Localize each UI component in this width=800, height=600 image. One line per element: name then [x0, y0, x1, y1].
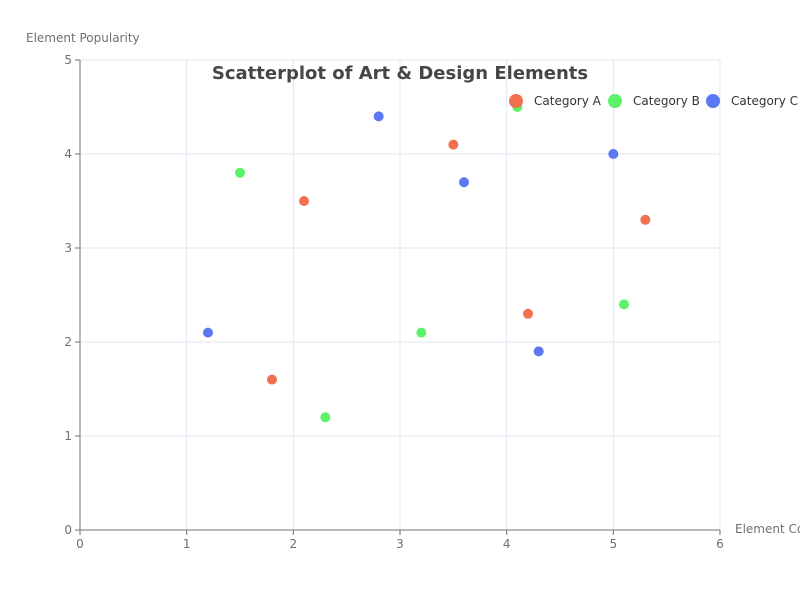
grid: [80, 59, 721, 530]
y-tick-label: 0: [64, 523, 72, 537]
legend-label-series-1[interactable]: Category A: [534, 94, 602, 108]
axes: 0 1 2 3 4 5 6 0 1 2 3 4 5: [64, 53, 723, 551]
y-tick-label: 2: [64, 335, 72, 349]
data-point-series-1[interactable]: [267, 374, 277, 385]
x-tick-label: 1: [183, 537, 191, 551]
data-point-series-1[interactable]: [523, 308, 533, 319]
data-point-series-2[interactable]: [235, 167, 245, 178]
data-point-series-2[interactable]: [416, 327, 427, 338]
data-point-series-1[interactable]: [299, 196, 309, 206]
data-point-series-3[interactable]: [608, 149, 619, 159]
data-point-series-3[interactable]: [459, 177, 469, 188]
legend-marker-series-3[interactable]: [706, 94, 720, 108]
data-points: [203, 102, 651, 423]
data-point-series-2[interactable]: [619, 299, 629, 310]
x-tick-label: 4: [503, 537, 511, 551]
legend-marker-series-2[interactable]: [608, 94, 622, 108]
legend-label-series-3[interactable]: Category C: [731, 94, 798, 108]
y-tick-label: 4: [64, 147, 72, 161]
y-tick-label: 3: [64, 241, 72, 255]
x-axis-label: Element Co: [735, 522, 800, 536]
data-point-series-1[interactable]: [448, 139, 459, 150]
legend-marker-series-1[interactable]: [509, 94, 523, 108]
y-tick-label: 5: [64, 53, 72, 67]
data-point-series-1[interactable]: [640, 214, 651, 225]
data-point-series-2[interactable]: [320, 412, 331, 423]
x-tick-label: 3: [396, 537, 404, 551]
y-tick-label: 1: [64, 429, 72, 443]
x-tick-label: 2: [290, 537, 298, 551]
data-point-series-3[interactable]: [203, 327, 213, 338]
data-point-series-3[interactable]: [533, 346, 544, 357]
data-point-series-3[interactable]: [373, 111, 384, 122]
legend-label-series-2[interactable]: Category B: [633, 94, 700, 108]
chart-title: Scatterplot of Art & Design Elements: [212, 63, 588, 84]
x-tick-label: 0: [76, 537, 84, 551]
legend: Category A Category B Category C: [509, 94, 798, 108]
x-tick-label: 5: [610, 537, 618, 551]
y-axis-label: Element Popularity: [26, 31, 140, 45]
x-tick-label: 6: [716, 537, 724, 551]
